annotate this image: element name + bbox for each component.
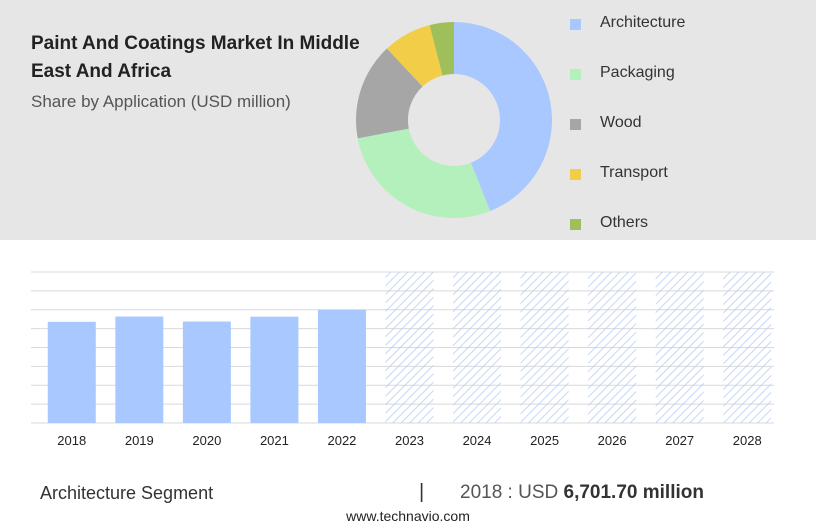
- x-tick-label: 2022: [327, 433, 356, 448]
- donut-slice-wood: [356, 48, 423, 139]
- bar-2018: [47, 321, 96, 423]
- donut-slice-packaging: [357, 128, 491, 218]
- legend-label: Packaging: [600, 64, 675, 81]
- value-prefix: 2018 : USD: [460, 482, 559, 503]
- x-tick-label: 2028: [733, 433, 762, 448]
- value-amount: 6,701.70 million: [563, 482, 704, 503]
- bar-2022: [317, 309, 366, 423]
- x-tick-label: 2021: [260, 433, 289, 448]
- legend-item-packaging: Packaging: [568, 62, 768, 86]
- bar-chart: 2018 2019 2020 2021 2022 2023 2024 2025 2026 2027…: [31, 271, 774, 448]
- legend-label: Transport: [600, 164, 668, 181]
- x-tick-label: 2025: [530, 433, 559, 448]
- donut-slice-architecture: [454, 22, 552, 212]
- chart-subtitle: Share by Application (USD million): [31, 92, 291, 111]
- legend-label: Wood: [600, 114, 642, 131]
- donut-slice-others: [429, 22, 454, 76]
- legend-swatch: [570, 19, 581, 30]
- bar-2020: [182, 321, 231, 423]
- donut-chart: [356, 22, 552, 218]
- forecast-bar-2024: [453, 272, 502, 423]
- x-tick-label: 2020: [192, 433, 221, 448]
- bar-2021: [250, 316, 299, 423]
- x-tick-label: 2018: [57, 433, 86, 448]
- donut-slice-transport: [386, 25, 443, 87]
- forecast-bar-2026: [588, 272, 637, 423]
- legend-swatch: [570, 169, 581, 180]
- legend-item-transport: Transport: [568, 162, 768, 186]
- footer-separator: |: [419, 481, 425, 503]
- legend-label: Others: [600, 214, 649, 231]
- forecast-bar-2025: [520, 272, 569, 423]
- legend-item-others: Others: [568, 212, 768, 236]
- x-tick-label: 2024: [463, 433, 492, 448]
- forecast-bar-2028: [723, 272, 772, 423]
- x-tick-label: 2026: [598, 433, 627, 448]
- chart-title: Paint And Coatings Market In Middle East…: [31, 33, 360, 82]
- x-tick-label: 2027: [665, 433, 694, 448]
- x-tick-label: 2023: [395, 433, 424, 448]
- bar-2019: [115, 316, 164, 423]
- legend-label: Architecture: [600, 14, 686, 31]
- source-url: www.technavio.com: [346, 508, 470, 524]
- forecast-bar-2023: [385, 272, 434, 423]
- x-tick-label: 2019: [125, 433, 154, 448]
- legend-swatch: [570, 119, 581, 130]
- segment-label: Architecture Segment: [40, 483, 214, 503]
- legend-item-wood: Wood: [568, 112, 768, 136]
- legend-swatch: [570, 69, 581, 80]
- legend-item-architecture: Architecture: [568, 12, 768, 36]
- forecast-bar-2027: [655, 272, 704, 423]
- segment-value: 2018 : USD 6,701.70 million: [460, 482, 704, 504]
- legend-swatch: [570, 219, 581, 230]
